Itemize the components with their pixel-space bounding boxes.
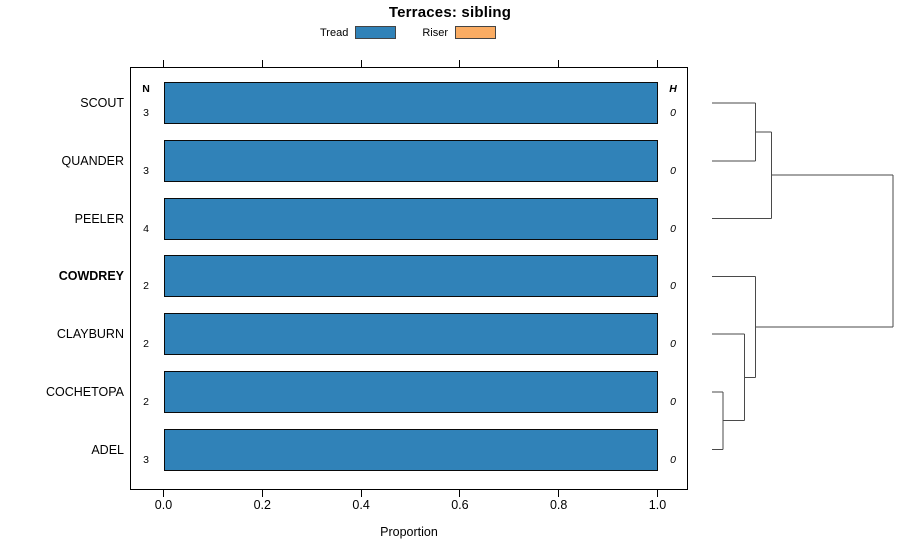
row-label-cowdrey: COWDREY [58, 269, 124, 284]
h-value-cowdrey: 0 [670, 280, 676, 293]
n-value-cowdrey: 2 [143, 280, 149, 293]
legend-label-riser: Riser [422, 26, 448, 39]
n-value-adel: 3 [143, 453, 149, 466]
h-column-header: H [669, 83, 677, 95]
row-label-peeler: PEELER [74, 211, 124, 226]
bottom-axis-tick [657, 490, 658, 497]
x-tick-label: 1.0 [648, 498, 667, 512]
n-value-scout: 3 [143, 107, 149, 119]
bottom-axis-tick [261, 490, 263, 497]
legend-item-riser: Riser [422, 26, 496, 39]
bar-tread-peeler [163, 197, 658, 240]
bar-tread-scout [163, 82, 658, 124]
top-axis-tick [261, 60, 263, 67]
bottom-axis-tick [360, 490, 362, 497]
legend-swatch-tread [355, 26, 397, 39]
top-axis-tick [657, 60, 658, 67]
row-label-quander: QUANDER [61, 153, 124, 168]
h-value-cochetopa: 0 [670, 395, 676, 408]
top-axis-tick [558, 60, 560, 67]
h-value-scout: 0 [670, 107, 676, 119]
row-label-clayburn: CLAYBURN [56, 327, 124, 341]
legend-item-tread: Tread [320, 26, 397, 39]
n-value-clayburn: 2 [143, 338, 149, 350]
h-value-adel: 0 [670, 453, 676, 466]
n-value-quander: 3 [143, 164, 149, 177]
chart-title: Terraces: sibling [388, 4, 512, 21]
x-tick-label: 0.8 [549, 498, 568, 512]
bar-tread-adel [163, 428, 658, 471]
x-tick-label: 0.4 [352, 498, 370, 512]
top-axis-tick [163, 60, 164, 67]
bottom-axis-tick [558, 490, 560, 497]
top-axis-tick [459, 60, 461, 67]
bar-tread-cochetopa [163, 370, 658, 413]
bottom-axis-tick [163, 490, 164, 497]
row-label-adel: ADEL [91, 442, 124, 457]
plot-panel [130, 67, 688, 490]
n-value-cochetopa: 2 [143, 395, 149, 408]
h-value-peeler: 0 [670, 222, 676, 235]
legend-swatch-riser [455, 26, 496, 39]
n-value-peeler: 4 [143, 222, 149, 235]
dendrogram [712, 102, 894, 450]
x-tick-label: 0.6 [451, 498, 469, 512]
n-column-header: N [142, 83, 150, 95]
h-value-clayburn: 0 [670, 338, 676, 350]
h-value-quander: 0 [670, 164, 676, 177]
row-label-scout: SCOUT [80, 96, 124, 110]
legend-label-tread: Tread [320, 26, 349, 39]
row-label-cochetopa: COCHETOPA [45, 384, 124, 399]
x-tick-label: 0.0 [154, 498, 173, 512]
x-tick-label: 0.2 [253, 498, 271, 512]
bar-tread-clayburn [163, 313, 658, 355]
legend: Tread Riser [320, 26, 496, 39]
x-axis-title: Proportion [380, 525, 438, 539]
bar-tread-cowdrey [163, 255, 658, 298]
top-axis-tick [360, 60, 362, 67]
bottom-axis-tick [459, 490, 461, 497]
bar-tread-quander [163, 139, 658, 182]
